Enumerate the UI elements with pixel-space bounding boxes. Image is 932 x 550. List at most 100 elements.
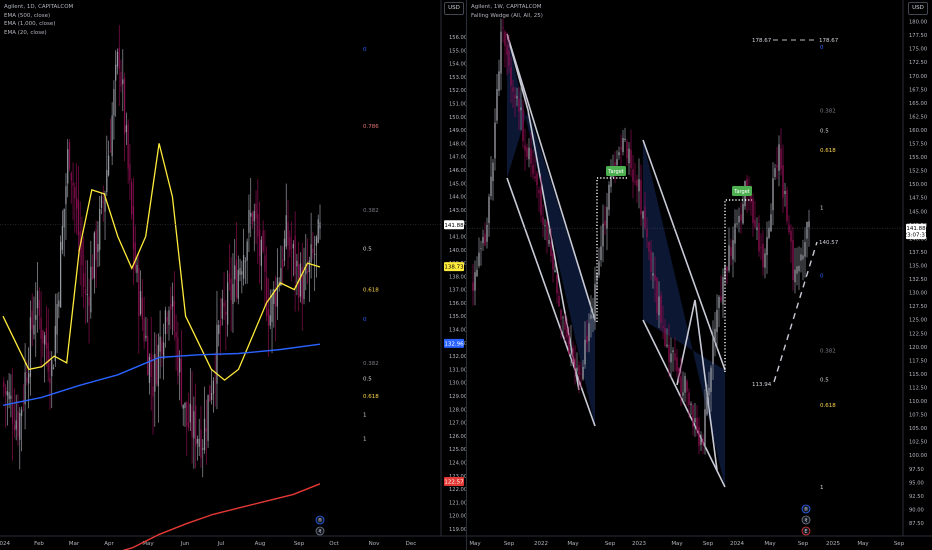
left-legend-ema20[interactable]: EMA (20, close) [4,29,47,36]
left-price-tick: 122.00 [449,487,466,493]
right-candle [516,96,518,99]
right-candle [686,381,688,392]
right-price-tick: 157.50 [909,142,927,148]
right-price-tick: 150.00 [909,182,927,188]
right-candle [620,147,622,150]
right-price-tick: 115.00 [909,372,927,378]
right-time-label: 2023 [632,541,646,547]
left-candle [184,402,186,408]
right-candle [550,243,552,256]
right-candle [790,230,792,242]
right-fib-level-label: 0.618 [820,403,836,409]
right-price-tick: 122.50 [909,331,927,337]
right-candle [658,296,660,316]
left-candle [248,209,250,233]
right-candle [540,188,542,216]
right-chart-canvas[interactable]: 182.50180.00177.50175.00172.50170.00167.… [467,0,932,550]
left-chart-canvas[interactable]: 156.00 155.00 154.00 153.00 152.00 151.00 150.… [0,0,466,550]
left-legend-symbol[interactable]: Agilent, 1D, CAPITALCOM [4,4,74,10]
left-chart-panel[interactable]: 156.00 155.00 154.00 153.00 152.00 151.00 150.… [0,0,467,550]
right-candle [746,179,748,192]
right-candle [536,173,538,186]
right-chart-panel[interactable]: 182.50180.00177.50175.00172.50170.00167.… [467,0,932,550]
right-candle [672,350,674,353]
left-candle [290,251,293,253]
right-candle [774,168,776,177]
dividend-badge-icon[interactable] [801,515,811,525]
right-candle [784,191,786,195]
earnings-badge-icon[interactable] [801,526,811,536]
right-candle [486,224,488,242]
right-candle [776,165,778,168]
right-legend-symbol[interactable]: Agilent, 1W, CAPITALCOM [471,4,542,10]
left-candle [317,219,319,243]
left-price-tick: 134.00 [449,328,466,334]
left-candle [6,391,8,396]
left-candle [179,357,181,373]
left-price-tag-bg [444,338,464,348]
left-price-tag: 122.57 [444,480,464,486]
right-candle [752,198,754,224]
right-time-label: May [469,541,481,547]
right-candle [644,206,646,229]
right-candle [492,162,494,182]
wedge-1-upper-line [506,33,596,321]
left-candle [68,142,71,169]
left-candle [132,206,135,250]
left-currency-button[interactable]: USD [444,2,464,15]
info-badge-icon[interactable] [801,504,811,514]
right-candle [584,339,586,365]
dividend-badge-icon[interactable] [315,526,325,536]
left-candle [31,310,33,330]
target-badge [732,186,752,196]
left-candle [255,203,257,219]
left-candle [152,386,154,397]
left-price-tick: 137.00 [449,288,466,294]
dividend-badge-icon-glyph: ₹ [804,518,807,524]
left-candle [115,64,117,81]
right-candle [754,219,756,228]
info-badge-icon[interactable] [315,515,325,525]
right-fib-level-label: 0.5 [820,377,829,383]
target-label: Target [607,169,624,175]
right-candle [704,409,706,448]
right-fib-level-label: 1 [820,485,824,491]
left-price-tag-bg [444,220,464,230]
left-candle [44,335,46,345]
left-legend-ema500[interactable]: EMA (500, close) [4,12,51,19]
left-candle [303,274,305,300]
left-candle [8,392,10,400]
right-legend-pattern[interactable]: Falling Wedge (All, All, 25) [471,12,543,19]
wedge-1-leg [506,33,529,111]
right-fib-level-label: 0.382 [820,349,836,355]
right-candle [552,253,554,270]
left-candle [141,297,143,320]
right-candle [688,392,690,406]
left-candle [111,115,113,157]
left-fib-level-label: 1 [363,413,367,419]
right-candle [636,179,638,187]
left-candle [67,149,69,184]
left-candle [306,270,309,273]
left-candle [305,264,307,275]
left-price-tick: 129.00 [449,394,466,400]
left-candle [29,317,32,377]
right-currency-button[interactable]: USD [908,2,928,15]
right-time-label: May [857,541,869,547]
left-legend-ema1000[interactable]: EMA (1,000, close) [4,21,56,27]
right-candle [616,159,618,166]
left-candle [283,238,286,261]
left-price-tick: 131.00 [449,367,466,373]
right-price-tick: 147.50 [909,196,927,202]
right-candle [482,237,484,244]
left-candle [28,373,30,384]
left-candle [77,199,80,236]
left-candle [164,310,167,335]
right-candle [484,233,486,246]
right-candle [600,246,602,261]
right-candle [674,353,676,361]
left-candle [159,336,161,352]
left-candle [269,315,271,326]
left-fib-level-label: 0.618 [363,288,379,294]
right-price-tick: 100.00 [909,453,927,459]
